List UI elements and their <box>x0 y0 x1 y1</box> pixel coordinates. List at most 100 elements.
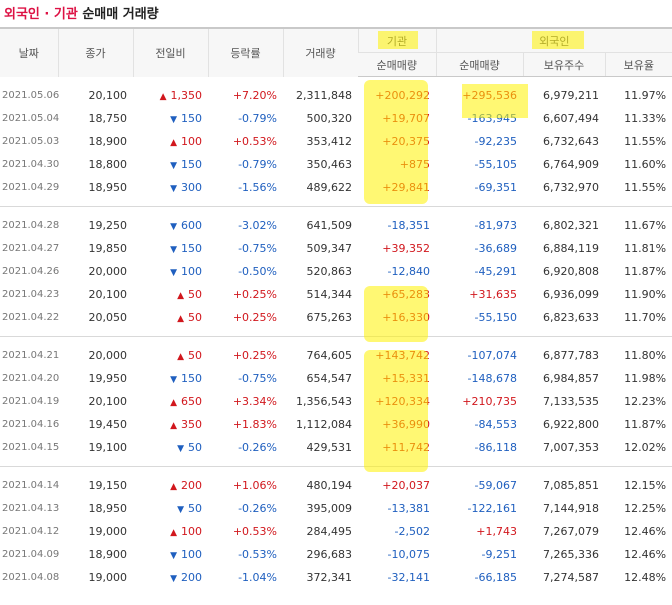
cell-date: 2021.04.16 <box>2 419 60 430</box>
cell-rate: +3.34% <box>232 395 277 408</box>
cell-foreign-shares: 7,265,336 <box>543 548 599 561</box>
cell-close: 20,050 <box>88 311 128 324</box>
cell-close: 19,250 <box>88 219 128 232</box>
cell-volume: 429,531 <box>306 441 353 454</box>
cell-foreign-net: -45,291 <box>474 265 517 278</box>
header-date: 날짜 <box>0 27 58 77</box>
cell-close: 18,750 <box>88 112 128 125</box>
cell-change: ▼ 300 <box>133 176 208 199</box>
cell-date: 2021.04.28 <box>2 220 60 231</box>
cell-change-value: 100 <box>181 135 202 148</box>
cell-volume: 2,311,848 <box>296 89 352 102</box>
header-change: 전일비 <box>132 27 208 77</box>
cell-change: ▼ 100 <box>133 260 208 283</box>
cell-foreign-shares: 7,274,587 <box>543 571 599 584</box>
cell-change-value: 50 <box>188 349 202 362</box>
cell-rate: +0.25% <box>232 349 277 362</box>
up-arrow-icon: ▲ <box>177 291 184 301</box>
cell-volume: 284,495 <box>306 525 353 538</box>
cell-change-value: 300 <box>181 181 202 194</box>
cell-rate: +0.25% <box>232 288 277 301</box>
cell-foreign-shares: 6,884,119 <box>543 242 599 255</box>
cell-rate: +0.53% <box>232 525 277 538</box>
cell-change: ▲ 1,350 <box>133 84 208 107</box>
cell-volume: 764,605 <box>306 349 353 362</box>
cell-foreign-ratio: 11.33% <box>624 112 667 125</box>
trading-table: 날짜 종가 전일비 등락률 거래량 기관 외국인 순매매량 순매매량 보유주수 … <box>0 27 672 596</box>
title-text: 순매매 거래량 <box>82 7 159 22</box>
cell-change: ▼ 150 <box>133 237 208 260</box>
cell-change: ▼ 100 <box>133 543 208 566</box>
table-row: 2021.04.16 19,450 ▲ 350 +1.83% 1,112,084 +36,9… <box>0 413 672 436</box>
cell-inst-net: +875 <box>399 158 430 171</box>
cell-inst-net: -10,075 <box>387 548 430 561</box>
cell-inst-net: +20,375 <box>382 135 430 148</box>
cell-change-value: 650 <box>181 395 202 408</box>
row-spacer <box>0 207 672 214</box>
table-row: 2021.04.13 18,950 ▼ 50 -0.26% 395,009 -13,381 -… <box>0 497 672 520</box>
cell-inst-net: +15,331 <box>382 372 430 385</box>
cell-date: 2021.04.26 <box>2 266 60 277</box>
cell-rate: -0.75% <box>238 372 277 385</box>
cell-foreign-ratio: 12.25% <box>624 502 667 515</box>
cell-foreign-ratio: 12.46% <box>624 548 667 561</box>
cell-foreign-ratio: 12.46% <box>624 525 667 538</box>
down-arrow-icon: ▼ <box>177 505 184 515</box>
cell-rate: +0.25% <box>232 311 277 324</box>
title-highlight: 외국인 · 기관 <box>4 7 78 22</box>
table-row: 2021.04.28 19,250 ▼ 600 -3.02% 641,509 -18,351… <box>0 214 672 237</box>
cell-foreign-net: -59,067 <box>474 479 517 492</box>
cell-change-value: 200 <box>181 571 202 584</box>
cell-change-value: 150 <box>181 158 202 171</box>
cell-change: ▲ 100 <box>133 520 208 543</box>
cell-inst-net: +39,352 <box>382 242 430 255</box>
cell-rate: -0.53% <box>238 548 277 561</box>
cell-foreign-ratio: 11.70% <box>624 311 667 324</box>
cell-volume: 675,263 <box>306 311 353 324</box>
cell-inst-net: +20,037 <box>382 479 430 492</box>
cell-inst-net: +200,292 <box>375 89 430 102</box>
cell-inst-net: +29,841 <box>382 181 430 194</box>
cell-foreign-shares: 6,877,783 <box>543 349 599 362</box>
cell-change-value: 50 <box>188 441 202 454</box>
cell-change: ▼ 200 <box>133 566 208 589</box>
header-foreign: 외국인 <box>435 27 672 53</box>
cell-foreign-net: -66,185 <box>474 571 517 584</box>
cell-inst-net: +143,742 <box>375 349 430 362</box>
cell-close: 19,100 <box>88 441 128 454</box>
cell-close: 20,000 <box>88 349 128 362</box>
table-row: 2021.04.15 19,100 ▼ 50 -0.26% 429,531 +11,742 -… <box>0 436 672 459</box>
cell-volume: 641,509 <box>306 219 353 232</box>
cell-date: 2021.05.04 <box>2 113 60 124</box>
cell-volume: 1,356,543 <box>296 395 352 408</box>
cell-foreign-ratio: 12.15% <box>624 479 667 492</box>
cell-foreign-shares: 6,764,909 <box>543 158 599 171</box>
cell-close: 19,150 <box>88 479 128 492</box>
cell-close: 18,900 <box>88 548 128 561</box>
cell-foreign-ratio: 11.87% <box>624 265 667 278</box>
row-spacer <box>0 589 672 596</box>
cell-foreign-shares: 6,936,099 <box>543 288 599 301</box>
cell-change-value: 1,350 <box>170 89 203 102</box>
cell-foreign-shares: 7,267,079 <box>543 525 599 538</box>
cell-close: 19,000 <box>88 571 128 584</box>
cell-change: ▲ 100 <box>133 130 208 153</box>
cell-close: 19,450 <box>88 418 128 431</box>
header-inst-net: 순매매량 <box>358 52 436 77</box>
cell-foreign-shares: 6,922,800 <box>543 418 599 431</box>
cell-foreign-net: -84,553 <box>474 418 517 431</box>
table-row: 2021.04.26 20,000 ▼ 100 -0.50% 520,863 -12,840… <box>0 260 672 283</box>
cell-change: ▼ 50 <box>133 497 208 520</box>
cell-close: 20,100 <box>88 395 128 408</box>
down-arrow-icon: ▼ <box>170 245 177 255</box>
table-row: 2021.04.20 19,950 ▼ 150 -0.75% 654,547 +15,331… <box>0 367 672 390</box>
header-foreign-shares: 보유주수 <box>522 52 605 77</box>
table-row: 2021.05.03 18,900 ▲ 100 +0.53% 353,412 +20,375… <box>0 130 672 153</box>
cell-volume: 654,547 <box>306 372 353 385</box>
cell-date: 2021.04.27 <box>2 243 60 254</box>
cell-rate: -3.02% <box>238 219 277 232</box>
down-arrow-icon: ▼ <box>177 444 184 454</box>
cell-change: ▼ 150 <box>133 367 208 390</box>
cell-date: 2021.04.23 <box>2 289 60 300</box>
cell-date: 2021.04.22 <box>2 312 60 323</box>
